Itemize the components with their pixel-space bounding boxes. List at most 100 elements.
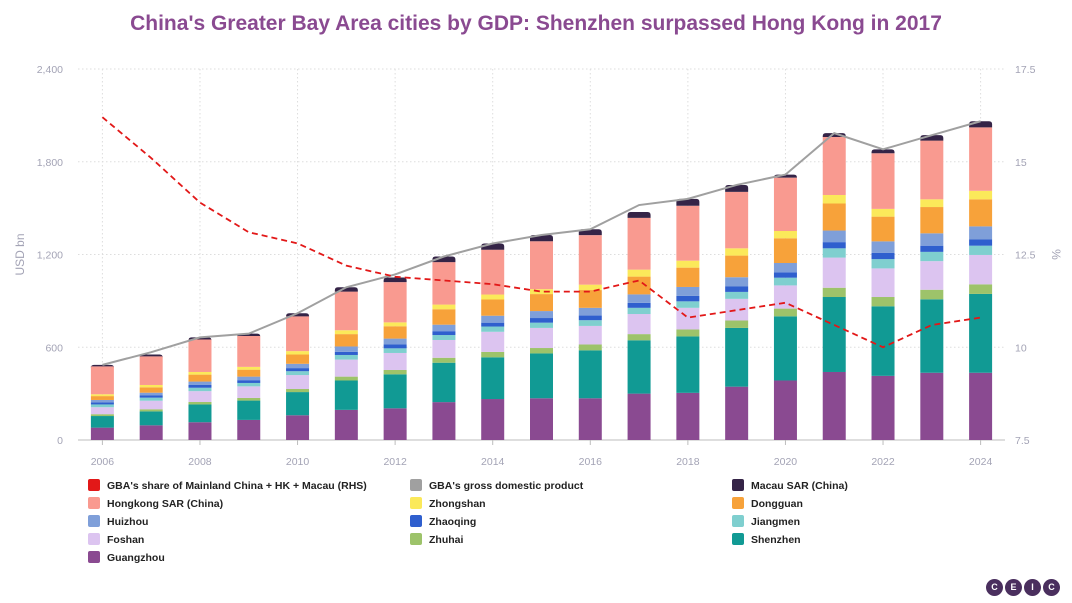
y2-tick-label: 7.5 (1015, 435, 1030, 447)
bar-segment (822, 242, 846, 249)
legend-item[interactable]: Dongguan (732, 496, 803, 512)
legend-item[interactable]: Guangzhou (88, 550, 165, 566)
bar-segment (383, 338, 407, 345)
bar-segment (773, 285, 797, 309)
bar-segment (237, 366, 261, 370)
bar-segment (432, 339, 456, 358)
bar-segment (627, 211, 651, 218)
legend-item[interactable]: Jiangmen (732, 514, 800, 530)
bar-segment (334, 409, 358, 440)
x-tick-label: 2006 (91, 456, 115, 468)
legend-label: Zhongshan (429, 498, 486, 510)
gdp-line (102, 120, 981, 366)
bar-segment (773, 316, 797, 381)
bar-segment (676, 392, 700, 440)
bar-segment (627, 294, 651, 303)
bar-segment (432, 362, 456, 403)
legend-item[interactable]: Huizhou (88, 514, 148, 530)
bar-segment (237, 369, 261, 377)
bar-segment (286, 371, 310, 376)
bar-segment (237, 335, 261, 367)
bar-segment (383, 348, 407, 353)
bar-segment (578, 320, 602, 326)
bar-segment (383, 326, 407, 339)
bar-segment (773, 380, 797, 440)
legend-item[interactable]: Macau SAR (China) (732, 478, 848, 494)
bar-segment (871, 241, 895, 253)
y-tick-label: 600 (45, 342, 63, 354)
bar-segment (286, 388, 310, 393)
bar-segment (383, 408, 407, 440)
bar-segment (481, 326, 505, 332)
bar-segment (188, 404, 212, 423)
bar-segment (481, 351, 505, 358)
legend-item[interactable]: Zhaoqing (410, 514, 476, 530)
bar-segment (286, 363, 310, 369)
bar-segment (822, 297, 846, 372)
legend-item[interactable]: Shenzhen (732, 532, 801, 548)
bar-segment (383, 322, 407, 327)
bar-segment (725, 291, 749, 299)
bar-segment (871, 252, 895, 260)
bar-segment (822, 137, 846, 195)
legend-label: Guangzhou (107, 552, 165, 564)
bar-segment (871, 297, 895, 307)
bar-segment (676, 198, 700, 206)
bar-segment (627, 314, 651, 335)
bar-segment (920, 140, 944, 200)
bar-segment (139, 387, 163, 393)
legend-swatch (732, 479, 744, 492)
bar-segment (627, 340, 651, 394)
x-tick-label: 2012 (383, 456, 407, 468)
bar-segment (237, 419, 261, 440)
bar-segment (237, 380, 261, 383)
bar-segment (725, 320, 749, 328)
bar-segment (432, 335, 456, 340)
bar-segment (920, 251, 944, 262)
bar-segment (383, 369, 407, 375)
legend-item[interactable]: Zhuhai (410, 532, 463, 548)
bar-segment (530, 348, 553, 354)
y2-tick-label: 15 (1015, 157, 1027, 169)
bar-segment (627, 269, 651, 277)
brand-letter: E (1005, 579, 1022, 596)
bar-segment (725, 298, 749, 321)
legend-swatch (88, 497, 100, 510)
x-tick-label: 2018 (676, 456, 700, 468)
legend-item[interactable]: GBA's share of Mainland China + HK + Mac… (88, 478, 367, 494)
legend-item[interactable]: Zhongshan (410, 496, 486, 512)
bar-segment (969, 254, 993, 285)
bar-segment (676, 267, 700, 287)
y-tick-label: 1,200 (37, 250, 63, 262)
y2-tick-label: 12.5 (1015, 250, 1036, 262)
y2-tick-label: 17.5 (1015, 64, 1036, 76)
bar-segment (578, 284, 602, 291)
legend-label: Foshan (107, 534, 145, 546)
bar-segment (139, 400, 163, 410)
bar-segment (871, 208, 895, 217)
bar-segment (871, 153, 895, 209)
bar-segment (383, 277, 407, 283)
bar-segment (334, 354, 358, 360)
bar-segment (578, 235, 602, 285)
legend-item[interactable]: GBA's gross domestic product (410, 478, 583, 494)
legend-label: Hongkong SAR (China) (107, 498, 224, 510)
legend-swatch (88, 479, 100, 492)
bar-segment (578, 325, 602, 345)
bar-segment (139, 425, 163, 440)
bar-segment (676, 307, 700, 330)
bar-segment (822, 287, 846, 298)
bar-segment (871, 149, 895, 154)
bar-segment (383, 282, 407, 323)
bar-segment (481, 357, 505, 400)
bar-segment (334, 376, 358, 381)
bar-segment (237, 386, 261, 398)
legend-swatch (410, 533, 422, 546)
legend-swatch (410, 515, 422, 528)
bar-segment (969, 239, 993, 246)
legend-item[interactable]: Foshan (88, 532, 144, 548)
bar-segment (725, 184, 749, 192)
bar-segment (432, 331, 456, 336)
legend-item[interactable]: Hongkong SAR (China) (88, 496, 223, 512)
y-tick-label: 0 (57, 435, 63, 447)
